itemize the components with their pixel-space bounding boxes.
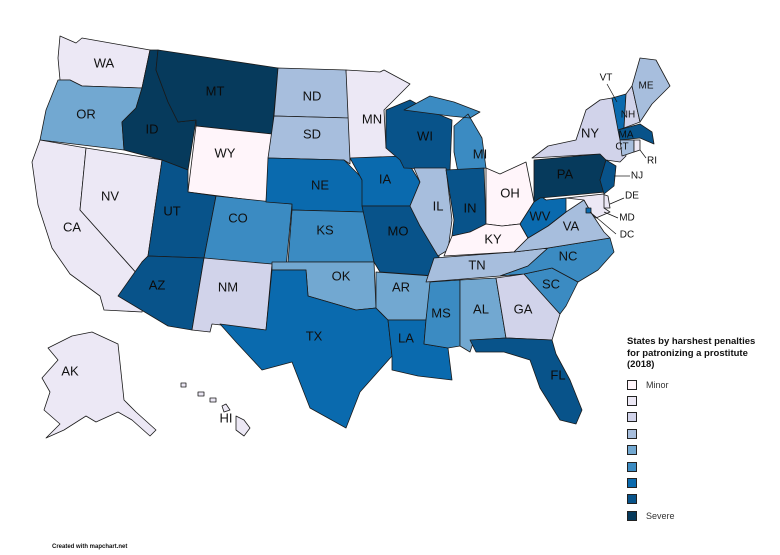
label-wy: WY (215, 145, 236, 160)
label-in: IN (464, 200, 477, 215)
label-nh: NH (621, 110, 635, 121)
label-ct: CT (615, 142, 628, 153)
label-md: MD (619, 213, 635, 224)
credit-text: Created with mapchart.net (52, 544, 128, 550)
legend-item-2 (627, 409, 777, 425)
label-ri: RI (647, 156, 657, 167)
state-nj (599, 159, 617, 195)
state-il (409, 167, 453, 257)
legend-swatch (627, 494, 637, 505)
legend-label: Minor (646, 379, 669, 390)
leader-de (609, 197, 625, 205)
label-or: OR (76, 106, 96, 121)
label-ms: MS (431, 305, 451, 320)
legend-item-4 (627, 442, 777, 458)
label-ok: OK (332, 268, 351, 283)
legend-swatch (627, 412, 637, 423)
legend-swatch (627, 445, 637, 456)
label-nv: NV (101, 188, 119, 203)
label-nj: NJ (631, 171, 643, 182)
legend-title-line-2: for patronizing a prostitute (627, 347, 748, 359)
label-al: AL (473, 301, 489, 316)
legend-swatch (627, 461, 637, 472)
leader-ri (639, 149, 647, 159)
state-nm (191, 257, 273, 333)
label-co: CO (228, 210, 248, 225)
label-mo: MO (388, 223, 409, 238)
map-legend: States by harshest penalties for patroni… (627, 336, 777, 524)
legend-title-line-1: States by harshest penalties (627, 336, 756, 347)
label-mn: MN (362, 111, 382, 126)
label-nc: NC (559, 248, 578, 263)
label-ga: GA (514, 301, 533, 316)
label-vt: VT (600, 73, 613, 84)
state-sd (267, 115, 351, 165)
label-ks: KS (316, 222, 334, 237)
state-wv (519, 193, 567, 239)
label-wv: WV (530, 208, 551, 223)
label-de: DE (625, 191, 639, 202)
legend-title: States by harshest penalties for patroni… (627, 336, 777, 371)
state-ak (41, 331, 157, 439)
legend-item-7 (627, 491, 777, 507)
leader-md (603, 211, 619, 219)
state-hi (180, 382, 251, 437)
legend-swatch (627, 379, 637, 390)
state-co (203, 195, 293, 269)
label-sd: SD (303, 126, 321, 141)
label-hi: HI (220, 410, 233, 425)
label-id: ID (146, 121, 159, 136)
legend-item-5 (627, 458, 777, 474)
label-mi: MI (473, 146, 487, 161)
label-dc: DC (620, 230, 634, 241)
legend-item-6 (627, 475, 777, 491)
label-il: IL (433, 198, 444, 213)
label-me: ME (639, 81, 654, 92)
legend-swatch (627, 478, 637, 489)
state-ri (633, 139, 641, 153)
legend-item-0: Minor (627, 377, 777, 393)
label-wi: WI (417, 128, 433, 143)
label-ma: MA (619, 130, 634, 141)
label-tx: TX (306, 328, 323, 343)
legend-item-3 (627, 426, 777, 442)
label-ut: UT (163, 203, 180, 218)
legend-title-line-3: (2018) (627, 359, 655, 370)
state-ny (531, 97, 627, 163)
state-fl (469, 337, 583, 425)
label-az: AZ (149, 277, 166, 292)
label-nm: NM (218, 279, 238, 294)
label-oh: OH (500, 185, 520, 200)
label-va: VA (563, 218, 580, 233)
legend-item-1 (627, 393, 777, 409)
legend-swatch (627, 510, 637, 521)
state-md (565, 193, 611, 219)
label-sc: SC (542, 276, 560, 291)
label-pa: PA (557, 166, 574, 181)
label-ca: CA (63, 219, 81, 234)
label-ne: NE (311, 177, 329, 192)
legend-item-8: Severe (627, 508, 777, 524)
label-mt: MT (206, 83, 225, 98)
label-nd: ND (303, 88, 322, 103)
label-ky: KY (484, 231, 502, 246)
leader-vt (606, 83, 618, 103)
state-tx (219, 269, 393, 429)
state-wy (187, 125, 273, 203)
legend-swatch (627, 428, 637, 439)
label-la: LA (398, 330, 414, 345)
label-fl: FL (550, 367, 565, 382)
legend-label: Severe (646, 510, 675, 521)
label-tn: TN (468, 257, 485, 272)
leader-dc (589, 211, 617, 235)
state-me (631, 57, 671, 123)
label-ar: AR (392, 279, 410, 294)
label-ak: AK (61, 363, 79, 378)
label-wa: WA (94, 55, 115, 70)
label-ia: IA (379, 171, 392, 186)
legend-swatch (627, 396, 637, 407)
label-ny: NY (581, 125, 599, 140)
